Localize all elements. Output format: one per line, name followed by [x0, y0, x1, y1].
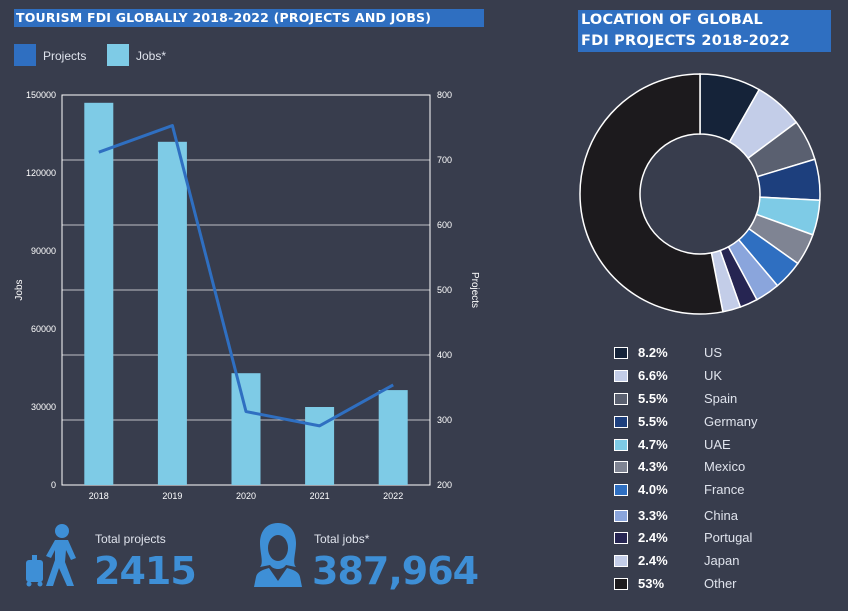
pie-legend-item: 5.5% Spain: [614, 391, 834, 409]
y-axis-title: Jobs: [14, 279, 25, 300]
y2-axis-title: Projects: [469, 272, 480, 308]
pie-legend-item: 6.6% UK: [614, 368, 834, 386]
pie-legend-percent: 2.4%: [638, 553, 668, 568]
total-projects-value: 2415: [94, 549, 197, 593]
pie-legend-country: Portugal: [704, 530, 753, 545]
total-projects-label: Total projects: [95, 532, 166, 546]
pie-legend-percent: 4.7%: [638, 437, 668, 452]
y-tick-label: 90000: [31, 246, 56, 256]
total-jobs-label: Total jobs*: [314, 532, 370, 546]
pie-legend-swatch: [614, 555, 628, 567]
x-tick-label: 2018: [89, 491, 109, 501]
pie-legend-item: 4.7% UAE: [614, 437, 834, 455]
pie-legend-percent: 4.3%: [638, 459, 668, 474]
jobs-projects-chart: 0 30000 60000 90000 120000 150000 200 300 400 500…: [14, 90, 480, 501]
pie-legend-swatch: [614, 393, 628, 405]
pie-legend-item: 2.4% Japan: [614, 553, 834, 571]
pie-legend-country: UAE: [704, 437, 731, 452]
pie-legend-item: 53% Other: [614, 576, 834, 594]
pie-legend-country: US: [704, 345, 723, 360]
y-tick-label: 60000: [31, 324, 56, 334]
pie-legend-percent: 6.6%: [638, 368, 668, 383]
pie-legend-percent: 5.5%: [638, 414, 668, 429]
y2-tick-label: 400: [437, 350, 452, 360]
pie-legend-country: Japan: [704, 553, 740, 568]
pie-legend-swatch: [614, 578, 628, 590]
total-jobs-value: 387,964: [312, 549, 479, 593]
legend-label-projects: Projects: [43, 49, 87, 63]
legend-swatch-projects: [14, 44, 36, 66]
x-tick-label: 2019: [162, 491, 182, 501]
pie-legend-swatch: [614, 370, 628, 382]
location-donut-chart: [579, 73, 821, 315]
legend-swatch-jobs: [107, 44, 129, 66]
pie-legend-country: Mexico: [704, 459, 746, 474]
person-icon: [254, 523, 302, 587]
pie-legend-swatch: [614, 532, 628, 544]
pie-legend-swatch: [614, 347, 628, 359]
pie-legend-item: 4.3% Mexico: [614, 459, 834, 477]
pie-title-line-2: FDI PROJECTS 2018-2022: [578, 31, 831, 52]
pie-legend-item: 4.0% France: [614, 482, 834, 500]
bar-jobs-2022: [378, 390, 408, 485]
pie-legend-country: Spain: [704, 391, 738, 406]
pie-legend-percent: 4.0%: [638, 482, 668, 497]
legend-label-jobs: Jobs*: [136, 49, 167, 63]
pie-legend-item: 3.3% China: [614, 508, 834, 526]
y2-tick-label: 500: [437, 285, 452, 295]
y-tick-label: 150000: [26, 90, 56, 100]
pie-title-line-1: LOCATION OF GLOBAL: [578, 10, 831, 31]
bar-jobs-2020: [231, 373, 261, 485]
pie-legend-country: Germany: [704, 414, 758, 429]
pie-legend-swatch: [614, 510, 628, 522]
pie-legend-country: UK: [704, 368, 723, 383]
pie-legend-swatch: [614, 461, 628, 473]
y2-tick-label: 200: [437, 480, 452, 490]
pie-legend-country: France: [704, 482, 745, 497]
y2-tick-label: 300: [437, 415, 452, 425]
traveler-icon: [26, 524, 76, 587]
pie-legend-country: China: [704, 508, 738, 523]
y2-tick-label: 600: [437, 220, 452, 230]
donut-slice-other: [579, 73, 724, 315]
y-tick-label: 0: [51, 480, 56, 490]
y-tick-label: 120000: [26, 168, 56, 178]
x-tick-label: 2021: [310, 491, 330, 501]
pie-legend-percent: 53%: [638, 576, 665, 591]
pie-legend-swatch: [614, 484, 628, 496]
pie-legend-country: Other: [704, 576, 737, 591]
x-tick-label: 2022: [383, 491, 403, 501]
pie-legend-percent: 2.4%: [638, 530, 668, 545]
bar-jobs-2019: [157, 141, 187, 486]
y-tick-label: 30000: [31, 402, 56, 412]
pie-legend-item: 8.2% US: [614, 345, 834, 363]
pie-legend-item: 5.5% Germany: [614, 414, 834, 432]
bar-jobs-2018: [84, 102, 114, 486]
x-tick-label: 2020: [236, 491, 256, 501]
pie-legend-swatch: [614, 439, 628, 451]
pie-legend-percent: 8.2%: [638, 345, 668, 360]
pie-legend-swatch: [614, 416, 628, 428]
y2-tick-label: 800: [437, 90, 452, 100]
pie-legend-percent: 5.5%: [638, 391, 668, 406]
pie-legend-item: 2.4% Portugal: [614, 530, 834, 548]
y2-tick-label: 700: [437, 155, 452, 165]
chart-title: TOURISM FDI GLOBALLY 2018-2022 (PROJECTS…: [14, 9, 484, 27]
pie-legend-percent: 3.3%: [638, 508, 668, 523]
